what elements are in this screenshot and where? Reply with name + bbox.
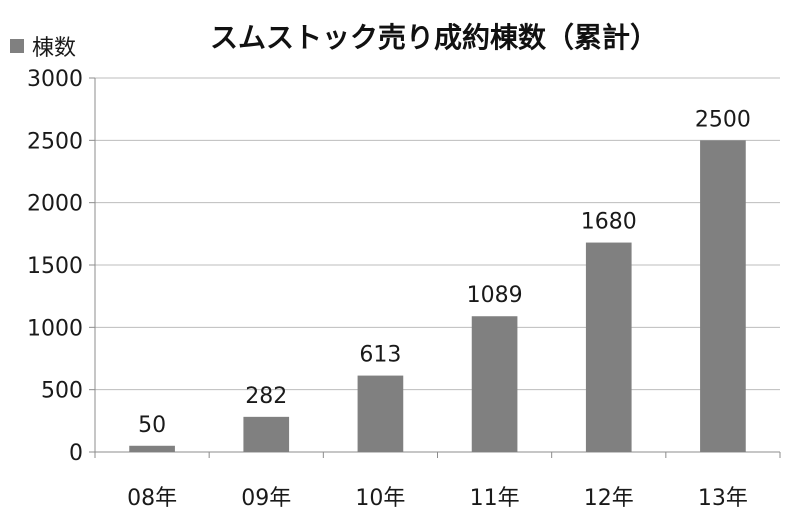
x-tick-label: 08年 xyxy=(127,486,177,511)
bar xyxy=(243,416,290,452)
chart-title: スムストック売り成約棟数（累計） xyxy=(210,21,659,54)
x-tick-label: 13年 xyxy=(698,486,748,511)
x-tick-label: 12年 xyxy=(584,486,634,511)
bar xyxy=(129,445,175,452)
bar xyxy=(700,140,746,453)
data-label: 282 xyxy=(245,384,287,409)
data-labels: 50 282 613 1089 1680 2500 xyxy=(138,107,751,437)
legend-swatch xyxy=(10,39,24,53)
y-tick-label: 3000 xyxy=(27,67,83,92)
axes: 0 500 1000 1500 2000 2500 3000 08年 09年 10年 11年 12年 1… xyxy=(27,67,781,511)
x-tick-label: 11年 xyxy=(470,486,520,511)
y-tick-label: 500 xyxy=(41,379,83,404)
gridlines xyxy=(95,77,780,391)
legend: 棟数 xyxy=(10,30,76,62)
bar xyxy=(357,375,404,452)
data-label: 1680 xyxy=(581,210,637,235)
bar xyxy=(471,316,518,452)
legend-label: 棟数 xyxy=(32,36,77,61)
data-label: 2500 xyxy=(695,107,751,132)
y-tick-label: 2500 xyxy=(27,129,83,154)
x-tick-label: 09年 xyxy=(241,486,291,511)
bars xyxy=(129,140,746,453)
y-tick-label: 2000 xyxy=(27,192,83,217)
data-label: 613 xyxy=(359,343,401,368)
x-tick-label: 10年 xyxy=(355,486,405,511)
data-label: 50 xyxy=(138,413,166,438)
data-label: 1089 xyxy=(467,283,523,308)
y-tick-label: 1000 xyxy=(27,316,83,341)
y-tick-label: 1500 xyxy=(27,254,83,279)
y-tick-label: 0 xyxy=(69,441,83,466)
bar xyxy=(585,242,632,452)
